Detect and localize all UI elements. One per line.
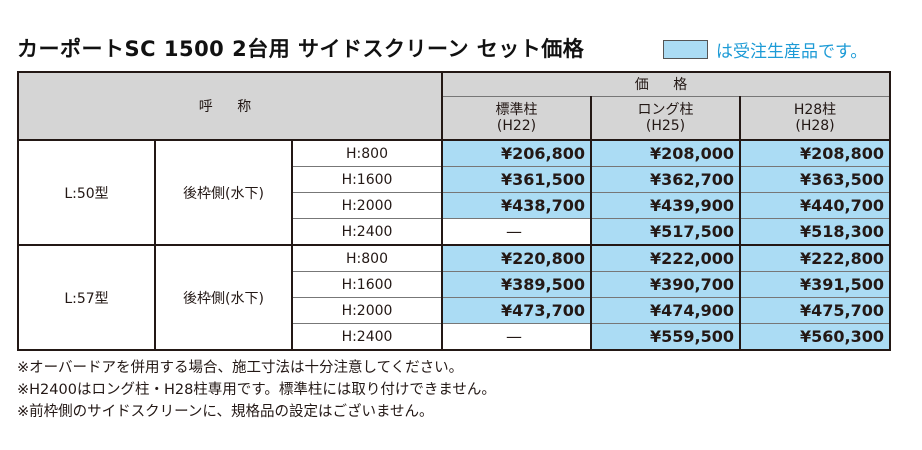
price-cell: ¥439,900 [590, 192, 741, 219]
header-col-standard: 標準柱 (H22) [441, 95, 592, 141]
price-cell: ¥560,300 [739, 323, 891, 351]
header-col-h28: H28柱 (H28) [739, 95, 891, 141]
legend: は受注生産品です。 [663, 37, 867, 62]
height-cell: H:2400 [291, 218, 443, 246]
note: ※オーバードアを併用する場合、施工寸法は十分注意してください。 [17, 360, 464, 376]
height-cell: H:2000 [291, 297, 443, 324]
height-cell: H:2000 [291, 192, 443, 219]
type-cell: L:50型 [17, 139, 156, 246]
table-row: H:2400 — ¥517,500 ¥518,300 [18, 218, 891, 246]
legend-swatch [663, 40, 708, 59]
price-cell: ¥391,500 [739, 271, 891, 298]
price-cell: ¥222,800 [739, 244, 891, 272]
table-row: H:2400 — ¥559,500 ¥560,300 [18, 323, 891, 351]
price-cell: ¥208,000 [590, 139, 741, 167]
price-cell: ¥517,500 [590, 218, 741, 246]
height-cell: H:1600 [291, 271, 443, 298]
position-cell: 後枠側(水下) [154, 244, 293, 351]
page-title: カーポートSC 1500 2台用 サイドスクリーン セット価格 [17, 37, 585, 61]
price-table: 呼 称 価 格 標準柱 (H22) ロング柱 (H25) H28柱 (H28) … [17, 71, 891, 351]
position-cell: 後枠側(水下) [154, 139, 293, 246]
price-cell: ¥208,800 [739, 139, 891, 167]
price-cell: ¥390,700 [590, 271, 741, 298]
price-cell: ¥206,800 [441, 139, 592, 167]
price-cell: ¥440,700 [739, 192, 891, 219]
table-row: H:2000 ¥438,700 ¥439,900 ¥440,700 [18, 192, 891, 219]
type-cell: L:57型 [17, 244, 156, 351]
price-cell: ¥389,500 [441, 271, 592, 298]
price-cell: ¥518,300 [739, 218, 891, 246]
table-row: L:50型 後枠側(水下) H:800 ¥206,800 ¥208,000 ¥2… [17, 139, 891, 246]
price-cell: ¥438,700 [441, 192, 592, 219]
header-name: 呼 称 [17, 71, 443, 141]
price-cell: ¥222,000 [590, 244, 741, 272]
table-row: H:1600 ¥361,500 ¥362,700 ¥363,500 [18, 166, 891, 193]
note: ※H2400はロング柱・H28柱専用です。標準柱には取り付けできません。 [17, 382, 496, 398]
table-row: H:1600 ¥389,500 ¥390,700 ¥391,500 [18, 271, 891, 298]
price-cell: ¥362,700 [590, 166, 741, 193]
notes: ※オーバードアを併用する場合、施工寸法は十分注意してください。 ※H2400はロ… [17, 357, 496, 423]
header-price: 価 格 [441, 71, 891, 97]
table-row: L:57型 後枠側(水下) H:800 ¥220,800 ¥222,000 ¥2… [17, 244, 891, 351]
price-cell: ¥363,500 [739, 166, 891, 193]
height-cell: H:800 [291, 244, 443, 272]
table-row: H:2000 ¥473,700 ¥474,900 ¥475,700 [18, 297, 891, 324]
price-cell: ¥361,500 [441, 166, 592, 193]
price-cell-unavailable: — [441, 218, 592, 246]
height-cell: H:800 [291, 139, 443, 167]
height-cell: H:2400 [291, 323, 443, 351]
header-col-long: ロング柱 (H25) [590, 95, 741, 141]
height-cell: H:1600 [291, 166, 443, 193]
note: ※前枠側のサイドスクリーンに、規格品の設定はございません。 [17, 404, 434, 420]
price-cell: ¥559,500 [590, 323, 741, 351]
legend-text: は受注生産品です。 [716, 42, 868, 62]
price-cell: ¥220,800 [441, 244, 592, 272]
price-cell: ¥474,900 [590, 297, 741, 324]
price-cell: ¥473,700 [441, 297, 592, 324]
price-cell: ¥475,700 [739, 297, 891, 324]
price-cell-unavailable: — [441, 323, 592, 351]
